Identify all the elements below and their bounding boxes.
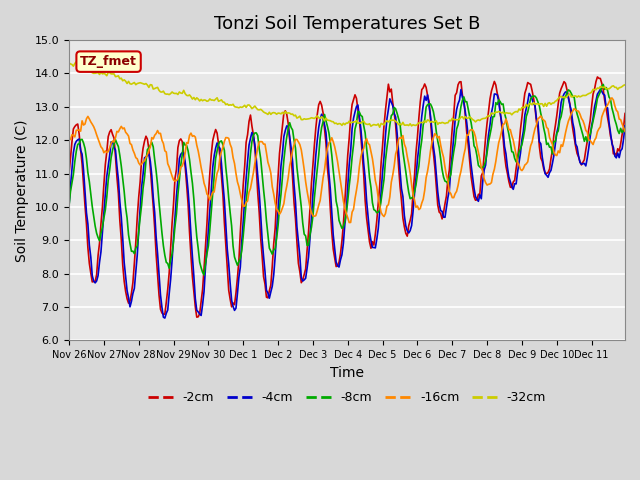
-8cm bbox=[65, 203, 73, 209]
Legend: -2cm, -4cm, -8cm, -16cm, -32cm: -2cm, -4cm, -8cm, -16cm, -32cm bbox=[143, 386, 551, 409]
Text: TZ_fmet: TZ_fmet bbox=[80, 55, 137, 68]
-2cm bbox=[620, 125, 627, 131]
-4cm bbox=[102, 191, 109, 197]
-32cm bbox=[72, 59, 80, 65]
-4cm bbox=[620, 136, 627, 142]
-4cm bbox=[621, 123, 629, 129]
-4cm bbox=[463, 120, 470, 126]
-2cm bbox=[65, 171, 73, 177]
-32cm bbox=[353, 118, 360, 124]
-8cm bbox=[102, 207, 109, 213]
-32cm bbox=[103, 73, 111, 79]
-4cm bbox=[65, 203, 73, 208]
-2cm bbox=[353, 96, 360, 101]
-16cm bbox=[608, 95, 616, 101]
-16cm bbox=[65, 135, 73, 141]
-16cm bbox=[102, 148, 109, 154]
Line: -16cm: -16cm bbox=[69, 98, 625, 223]
-8cm bbox=[621, 126, 629, 132]
-32cm bbox=[465, 115, 472, 121]
-8cm bbox=[353, 120, 360, 126]
Line: -8cm: -8cm bbox=[69, 84, 625, 275]
-16cm bbox=[353, 188, 360, 193]
-2cm bbox=[546, 166, 554, 172]
-16cm bbox=[346, 220, 353, 226]
-16cm bbox=[620, 124, 627, 130]
-8cm bbox=[620, 128, 627, 133]
-4cm bbox=[161, 315, 169, 321]
-2cm bbox=[193, 314, 200, 320]
-32cm bbox=[620, 83, 627, 88]
Y-axis label: Soil Temperature (C): Soil Temperature (C) bbox=[15, 119, 29, 262]
-8cm bbox=[546, 144, 554, 150]
-32cm bbox=[65, 60, 73, 66]
-32cm bbox=[621, 82, 629, 88]
-4cm bbox=[596, 86, 604, 92]
-2cm bbox=[463, 130, 470, 136]
-2cm bbox=[621, 110, 629, 116]
-8cm bbox=[200, 272, 208, 278]
-4cm bbox=[84, 221, 92, 227]
-32cm bbox=[376, 124, 383, 130]
Line: -32cm: -32cm bbox=[69, 62, 625, 127]
-16cm bbox=[84, 114, 92, 120]
-32cm bbox=[547, 101, 555, 107]
-4cm bbox=[353, 104, 360, 109]
-2cm bbox=[593, 74, 601, 80]
-16cm bbox=[621, 129, 629, 134]
-2cm bbox=[84, 245, 92, 251]
Line: -4cm: -4cm bbox=[69, 89, 625, 318]
-8cm bbox=[600, 82, 607, 87]
-8cm bbox=[84, 170, 92, 176]
-8cm bbox=[463, 99, 470, 105]
-16cm bbox=[463, 132, 470, 138]
Title: Tonzi Soil Temperatures Set B: Tonzi Soil Temperatures Set B bbox=[214, 15, 480, 33]
Line: -2cm: -2cm bbox=[69, 77, 625, 317]
-16cm bbox=[546, 134, 554, 140]
X-axis label: Time: Time bbox=[330, 366, 364, 380]
-2cm bbox=[102, 162, 109, 168]
-32cm bbox=[86, 68, 93, 73]
-4cm bbox=[546, 170, 554, 176]
